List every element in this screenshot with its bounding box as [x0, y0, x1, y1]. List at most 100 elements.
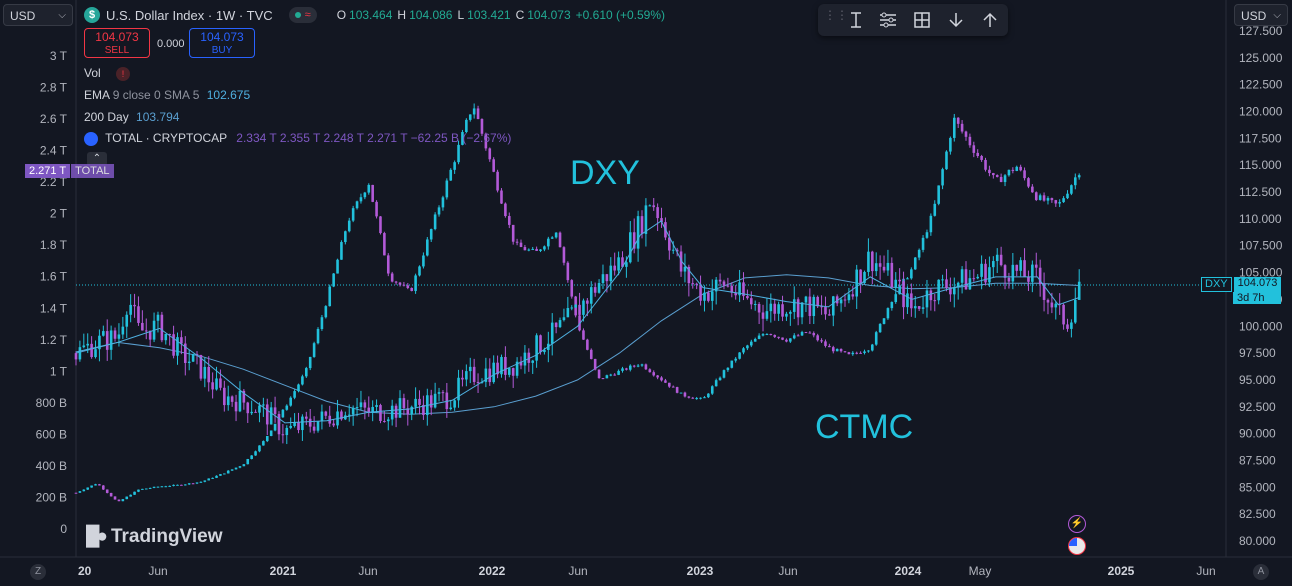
- total-candle-body: [535, 248, 538, 251]
- total-candle-body: [164, 486, 168, 488]
- total-candle-body: [718, 377, 722, 381]
- right-currency-select[interactable]: USD ⌵: [1234, 4, 1288, 26]
- left-axis-tick-label: 1 T: [50, 364, 68, 378]
- right-axis-tick-label: 110.000: [1239, 212, 1282, 226]
- timezone-button[interactable]: Z: [30, 564, 46, 580]
- series-layer: [74, 103, 1226, 502]
- dxy-candle: [363, 399, 367, 420]
- total-candle-body: [133, 491, 136, 495]
- status-dot-icon: [294, 12, 301, 18]
- total-candle-body: [293, 391, 296, 398]
- legend-volume[interactable]: Vol !: [84, 66, 131, 81]
- arrow-down-icon[interactable]: [946, 10, 966, 30]
- total-candle-body: [1054, 200, 1058, 204]
- chevron-down-icon: ⌵: [1273, 10, 1281, 21]
- buy-button[interactable]: 104.073 BUY: [189, 28, 255, 58]
- text-cursor-icon[interactable]: [846, 10, 866, 30]
- total-candle: [1070, 184, 1073, 196]
- total-candle: [570, 279, 574, 299]
- total-candle-body: [925, 232, 929, 238]
- dxy-candle-body: [488, 368, 492, 383]
- arrow-up-icon[interactable]: [980, 10, 1000, 30]
- dxy-candle: [703, 285, 706, 312]
- total-candle-body: [234, 467, 238, 470]
- total-candle-body: [129, 494, 132, 497]
- us-flag-event-icon[interactable]: [1068, 537, 1086, 555]
- total-candle: [340, 240, 343, 260]
- total-candle: [1042, 192, 1046, 202]
- right-axis-tick-label: 105.000: [1239, 266, 1283, 280]
- auto-scale-button[interactable]: A: [1253, 564, 1269, 580]
- total-candle-body: [347, 220, 351, 232]
- drag-handle-icon[interactable]: ⋮⋮: [824, 8, 848, 22]
- total-candle-body: [988, 169, 991, 174]
- dxy-candle-body: [781, 304, 784, 317]
- dxy-candle-body: [609, 265, 613, 282]
- dxy-candle-body: [160, 314, 164, 341]
- dxy-candle-body: [468, 366, 472, 372]
- total-candle: [1046, 196, 1050, 205]
- ohlc-high-key: H: [397, 8, 407, 22]
- total-candle-body: [453, 162, 456, 170]
- total-candle: [386, 253, 390, 277]
- total-candle: [141, 488, 144, 490]
- total-candle: [547, 236, 550, 250]
- total-candle-body: [121, 499, 125, 502]
- total-candle-body: [691, 397, 695, 399]
- day200-label: 200 Day: [84, 110, 129, 124]
- sell-button[interactable]: 104.073 SELL: [84, 28, 150, 58]
- total-candle-body: [144, 488, 148, 490]
- dxy-candle-body: [773, 303, 777, 314]
- dxy-candle: [238, 381, 242, 413]
- legend-total[interactable]: TOTAL · CRYPTOCAP 2.334 T 2.355 T 2.248 …: [84, 131, 511, 146]
- symbol-title[interactable]: U.S. Dollar Index · 1W · TVC: [106, 7, 273, 23]
- legend-200day[interactable]: 200 Day 103.794: [84, 110, 179, 124]
- currency-select[interactable]: USD ⌵: [3, 4, 73, 26]
- dxy-candle-body: [523, 352, 527, 366]
- total-candle: [289, 396, 292, 407]
- total-candle-body: [394, 281, 398, 283]
- legend-ema[interactable]: EMA 9 close 0 SMA 5 102.675: [84, 88, 250, 102]
- right-axis-tick-label: 127.500: [1239, 24, 1283, 38]
- dxy-candle: [406, 399, 410, 426]
- dxy-candle-body: [324, 411, 328, 416]
- total-candle-body: [74, 492, 78, 494]
- settings-sliders-icon[interactable]: [878, 10, 898, 30]
- dxy-candle-body: [125, 314, 129, 327]
- right-axis-tick-label: 100.000: [1239, 319, 1283, 333]
- dxy-candle-body: [187, 361, 191, 364]
- dxy-candle-body: [831, 296, 835, 316]
- market-status-badge[interactable]: ≈: [288, 7, 317, 23]
- dxy-candle-body: [746, 296, 749, 299]
- total-candle-body: [808, 332, 812, 334]
- total-candle-body: [1034, 192, 1038, 200]
- time-axis-tick-label: Jun: [1196, 564, 1215, 578]
- total-candle-body: [980, 156, 983, 160]
- buy-label: BUY: [211, 45, 233, 56]
- object-tree-icon[interactable]: [912, 10, 932, 30]
- lightning-event-icon[interactable]: ⚡: [1068, 515, 1086, 533]
- dxy-candle: [242, 388, 246, 410]
- total-candle-body: [137, 489, 140, 492]
- ema-value: 102.675: [206, 88, 251, 102]
- dxy-candle: [305, 411, 308, 426]
- dxy-candle-body: [265, 404, 269, 425]
- total-candle: [855, 351, 859, 355]
- total-candle: [383, 231, 386, 256]
- collapse-legend-button[interactable]: ⌃: [87, 152, 107, 166]
- total-candle: [808, 331, 812, 334]
- total-candle: [519, 239, 523, 248]
- dxy-candle: [293, 413, 296, 428]
- dxy-candle: [468, 357, 472, 384]
- dxy-candle: [277, 411, 281, 441]
- dxy-candle: [582, 298, 585, 322]
- dxy-candle: [234, 394, 238, 422]
- right-axis-tick-label: 115.000: [1239, 158, 1282, 172]
- total-candle-body: [769, 334, 773, 336]
- dxy-candle: [383, 410, 386, 423]
- total-candle: [359, 193, 363, 204]
- dxy-candle-body: [1046, 299, 1050, 303]
- total-candle-body: [871, 344, 874, 351]
- dxy-candle-body: [363, 402, 367, 408]
